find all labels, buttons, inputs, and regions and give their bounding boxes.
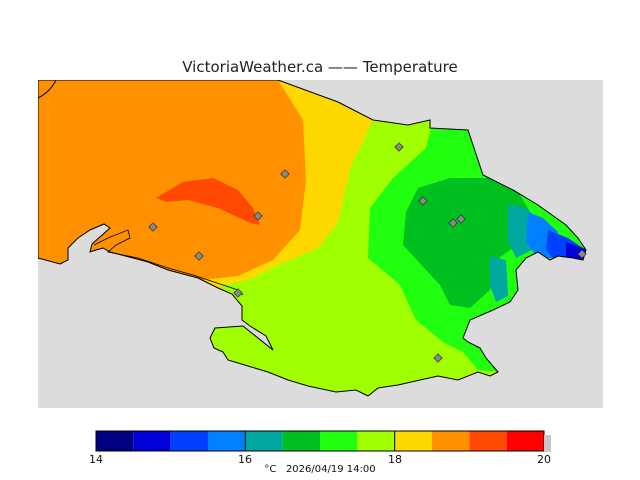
station-marker[interactable] (418, 196, 428, 206)
caption-unit: °C (264, 464, 277, 475)
legend-swatch (170, 431, 208, 451)
station-marker[interactable] (253, 211, 263, 221)
legend-swatch (506, 431, 544, 451)
legend-swatch (357, 431, 395, 451)
legend-shadow (544, 435, 551, 452)
legend-swatch (133, 431, 171, 451)
legend-tick-16: 16 (238, 453, 252, 466)
station-marker[interactable] (194, 251, 204, 261)
station-marker[interactable] (577, 249, 587, 259)
caption-datetime: 2026/04/19 14:00 (285, 464, 376, 475)
legend-tick-18: 18 (388, 453, 402, 466)
legend-swatch (394, 431, 432, 451)
legend-swatch (208, 431, 246, 451)
coast-fragment (38, 80, 57, 99)
station-marker[interactable] (433, 353, 443, 363)
station-marker[interactable] (148, 222, 158, 232)
station-markers (148, 142, 587, 363)
station-marker[interactable] (233, 288, 243, 298)
station-marker[interactable] (456, 214, 466, 224)
color-legend (95, 430, 551, 452)
legend-swatch (282, 431, 320, 451)
station-marker[interactable] (448, 218, 458, 228)
zone-redorange (156, 178, 260, 225)
legend-swatch (320, 431, 358, 451)
legend-caption: °C 2026/04/19 14:00 (0, 464, 640, 475)
legend-swatch (432, 431, 470, 451)
legend-swatch (96, 431, 134, 451)
legend-tick-14: 14 (89, 453, 103, 466)
legend-tick-20: 20 (537, 453, 551, 466)
legend-swatch (245, 431, 283, 451)
station-marker[interactable] (394, 142, 404, 152)
zone-darkgreen (403, 178, 536, 308)
map-title: VictoriaWeather.ca —— Temperature (182, 58, 458, 76)
station-marker[interactable] (280, 169, 290, 179)
legend-swatch (469, 431, 507, 451)
zone-teal-small (490, 256, 508, 302)
inlet-coast (93, 229, 244, 296)
temperature-map (38, 80, 603, 408)
